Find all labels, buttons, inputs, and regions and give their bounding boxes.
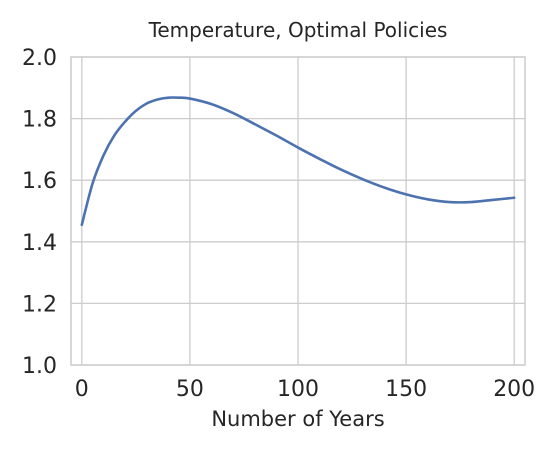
y-tick-label: 1.8 <box>22 108 57 133</box>
chart-title: Temperature, Optimal Policies <box>148 18 448 42</box>
x-tick-label: 150 <box>385 377 427 402</box>
x-tick-label: 50 <box>176 377 204 402</box>
plot-frame <box>70 56 526 366</box>
y-tick-label: 1.2 <box>22 292 57 317</box>
y-tick-label: 1.6 <box>22 169 57 194</box>
y-tick-label: 1.0 <box>22 354 57 379</box>
x-tick-label: 100 <box>277 377 319 402</box>
y-tick-label: 2.0 <box>22 46 57 71</box>
grid <box>71 56 525 366</box>
temperature-series-line <box>80 96 516 227</box>
y-tick-label: 1.4 <box>22 231 57 256</box>
x-tick-label: 200 <box>493 377 535 402</box>
series-layer <box>80 96 516 227</box>
x-axis-label: Number of Years <box>211 407 384 431</box>
tick-labels: 0 50 100 150 200 1.0 1.2 1.4 1.6 1.8 2.0 <box>22 46 535 402</box>
x-tick-label: 0 <box>75 377 89 402</box>
